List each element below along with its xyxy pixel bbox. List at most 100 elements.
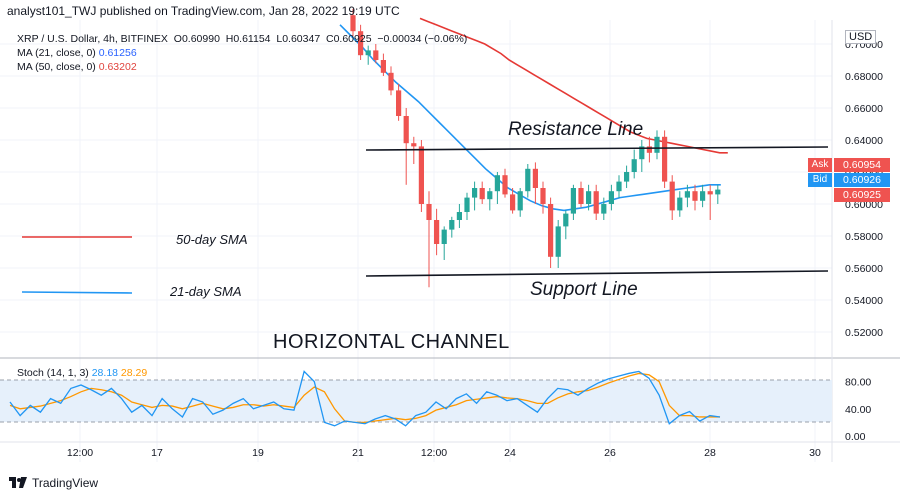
publisher-credit: analyst101_TWJ published on TradingView.… xyxy=(7,4,400,18)
price-tick-label: 0.66000 xyxy=(845,103,883,115)
stoch-tick-label: 40.00 xyxy=(845,404,871,416)
time-tick-label: 24 xyxy=(504,447,516,459)
low-value: L0.60347 xyxy=(276,33,321,45)
candle-body xyxy=(586,191,592,204)
ma50-value: 0.63202 xyxy=(98,61,137,73)
candle-body xyxy=(578,188,584,204)
time-tick-label: 28 xyxy=(704,447,716,459)
candle-body xyxy=(540,188,546,204)
candle-body xyxy=(365,50,371,56)
price-tick-label: 0.60000 xyxy=(845,199,883,211)
time-tick-label: 12:00 xyxy=(67,447,93,459)
candle-body xyxy=(555,226,561,257)
ma21-value: 0.61256 xyxy=(98,47,137,59)
candle-body xyxy=(418,146,424,204)
candle-body xyxy=(677,197,683,211)
candle-body xyxy=(380,60,386,73)
candle-body xyxy=(532,168,538,188)
ohlc-values: O0.60990 H0.61154 L0.60347 C0.60925 −0.0… xyxy=(171,33,468,45)
candle-body xyxy=(707,191,713,195)
candle-body xyxy=(548,204,554,257)
candle-body xyxy=(510,194,516,211)
stoch-tick-label: 0.00 xyxy=(845,431,866,443)
ma50-label: MA (50, close, 0) xyxy=(17,61,96,73)
candle-body xyxy=(350,15,356,32)
stoch-lines xyxy=(9,370,721,427)
ma21-label: MA (21, close, 0) xyxy=(17,47,96,59)
candle-body xyxy=(646,146,652,153)
price-tick-label: 0.56000 xyxy=(845,263,883,275)
candle-body xyxy=(449,220,455,230)
time-tick-label: 19 xyxy=(252,447,264,459)
candle-body xyxy=(487,191,493,200)
price-tick-label: 0.68000 xyxy=(845,71,883,83)
candle-body xyxy=(616,181,622,192)
support-label: Support Line xyxy=(530,279,638,300)
symbol-name[interactable]: XRP / U.S. Dollar, 4h, BITFINEX xyxy=(17,33,168,45)
candle-body xyxy=(601,204,607,214)
time-tick-label: 26 xyxy=(604,447,616,459)
candle-body xyxy=(654,136,660,153)
candle-body xyxy=(411,143,417,147)
candle-body xyxy=(525,168,531,192)
candle-body xyxy=(700,191,706,201)
candle-body xyxy=(669,181,675,211)
stoch-label: Stoch (14, 1, 3) xyxy=(17,367,89,379)
candle-body xyxy=(662,136,668,182)
candle-body xyxy=(593,191,599,214)
tradingview-footer[interactable]: TradingView xyxy=(9,476,98,490)
ma50-line xyxy=(419,17,728,154)
candle-body xyxy=(464,197,470,212)
candle-body xyxy=(396,90,402,116)
candle-body xyxy=(441,229,447,244)
high-value: H0.61154 xyxy=(225,33,271,45)
candle-body xyxy=(639,146,645,160)
ask-label: Ask xyxy=(808,158,832,172)
candle-body xyxy=(456,212,462,220)
price-tick-label: 0.58000 xyxy=(845,231,883,243)
ma21-polyline xyxy=(339,24,721,212)
candle-body xyxy=(517,191,523,211)
candle-body xyxy=(570,188,576,214)
price-tick-label: 0.52000 xyxy=(845,327,883,339)
stoch-d-line xyxy=(9,372,720,424)
candle-body xyxy=(358,31,364,56)
sma21-label: 21-day SMA xyxy=(170,284,242,299)
open-value: O0.60990 xyxy=(173,33,220,45)
sma50-label: 50-day SMA xyxy=(176,232,248,247)
resistance-line[interactable] xyxy=(365,146,829,151)
channel-title: HORIZONTAL CHANNEL xyxy=(273,331,510,353)
ma50-legend[interactable]: MA (50, close, 0) 0.63202 xyxy=(17,61,137,73)
resistance-label: Resistance Line xyxy=(508,119,644,140)
close-value: C0.60925 xyxy=(326,33,372,45)
candle-body xyxy=(426,204,432,220)
candle-body xyxy=(472,188,478,198)
time-tick-label: 30 xyxy=(809,447,821,459)
stoch-d-value: 28.29 xyxy=(120,367,148,379)
currency-selector[interactable]: USD xyxy=(845,30,877,44)
candle-body xyxy=(434,220,440,244)
candle-body xyxy=(479,188,485,200)
change-value: −0.00034 (−0.06%) xyxy=(377,33,468,45)
support-line[interactable] xyxy=(365,270,829,277)
stoch-k-line xyxy=(9,370,721,427)
ma21-legend[interactable]: MA (21, close, 0) 0.61256 xyxy=(17,47,137,59)
symbol-legend: XRP / U.S. Dollar, 4h, BITFINEX O0.60990… xyxy=(17,33,467,45)
bid-price-tag: 0.60926 xyxy=(834,173,890,187)
candle-body xyxy=(373,50,379,60)
candle-body xyxy=(563,213,569,227)
candle-body xyxy=(502,175,508,195)
time-tick-label: 21 xyxy=(352,447,364,459)
candle-body xyxy=(715,189,721,195)
stoch-k-value: 28.18 xyxy=(91,367,118,379)
stoch-legend[interactable]: Stoch (14, 1, 3) 28.18 28.29 xyxy=(17,367,147,379)
ask-price-tag: 0.60954 xyxy=(834,158,890,172)
sma21-sample-line xyxy=(21,291,133,294)
candle-body xyxy=(388,72,394,91)
last-price-tag: 0.60925 xyxy=(834,188,890,202)
ma21-line xyxy=(339,24,721,212)
candle-body xyxy=(684,191,690,198)
candle-body xyxy=(631,159,637,172)
candle-body xyxy=(403,116,409,144)
